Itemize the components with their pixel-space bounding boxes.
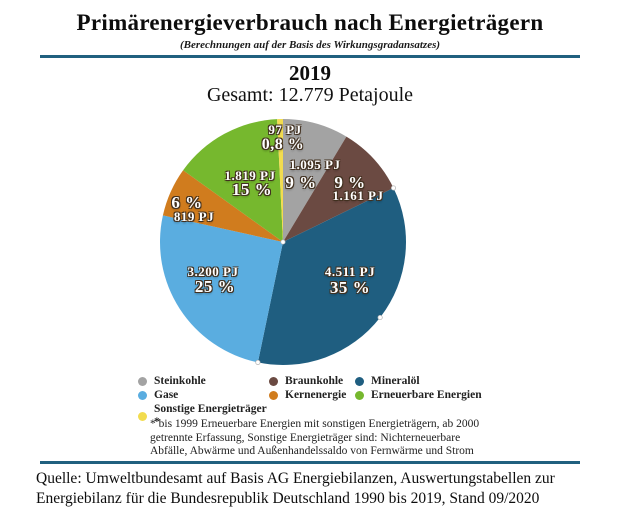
legend-item: Gase bbox=[138, 389, 269, 402]
pie-marker-dot bbox=[255, 359, 261, 365]
footnote-line: Abfälle, Abwärme und Außenhandelssaldo v… bbox=[150, 445, 474, 457]
legend-item: Kernenergie bbox=[269, 389, 355, 402]
legend-item: Erneuerbare Energien bbox=[355, 389, 570, 402]
source-line: Quelle: Umweltbundesamt auf Basis AG Ene… bbox=[36, 470, 555, 487]
pie-slice-kernenergie bbox=[162, 170, 283, 242]
chart-total-label: Gesamt: 12.779 Petajoule bbox=[206, 84, 414, 106]
legend-color-dot-icon bbox=[138, 391, 147, 400]
legend: Steinkohle Braunkohle Mineralöl Gase Kernene… bbox=[138, 375, 570, 429]
pie-marker-dot bbox=[377, 314, 383, 321]
legend-label: Erneuerbare Energien bbox=[371, 389, 482, 401]
legend-item: Sonstige Energieträger * bbox=[138, 403, 269, 429]
legend-color-dot-icon bbox=[269, 391, 278, 400]
bottom-divider bbox=[40, 461, 580, 464]
pie-slice-steinkohle bbox=[283, 119, 347, 242]
legend-label: Steinkohle bbox=[154, 375, 206, 387]
footnote-line: getrennte Erfassung, Sonstige Energieträ… bbox=[150, 431, 461, 444]
source-citation: Quelle: Umweltbundesamt auf Basis AG Ene… bbox=[36, 469, 596, 509]
legend-label: Sonstige Energieträger * bbox=[154, 403, 267, 428]
pie-slice-mineralöl bbox=[257, 187, 406, 365]
pie-marker-dot bbox=[280, 239, 286, 245]
footnote-line: * bis 1999 Erneuerbare Energien mit sons… bbox=[150, 418, 480, 430]
legend-item: Steinkohle bbox=[138, 375, 269, 388]
pie-marker-dot bbox=[390, 185, 397, 191]
source-line: Energiebilanz für die Bundesrepublik Deu… bbox=[36, 490, 540, 507]
legend-color-dot-icon bbox=[269, 377, 278, 386]
pie-slice-sonstige-energieträger bbox=[277, 118, 283, 242]
legend-color-dot-icon bbox=[138, 377, 147, 386]
legend-item: Mineralöl bbox=[355, 375, 570, 388]
legend-color-dot-icon bbox=[138, 411, 147, 421]
page-title: Primärenergieverbrauch nach Energieträge… bbox=[76, 10, 544, 35]
pie-slice-braunkohle bbox=[283, 136, 394, 242]
legend-color-dot-icon bbox=[355, 391, 364, 400]
legend-color-dot-icon bbox=[355, 377, 364, 386]
legend-label: Mineralöl bbox=[371, 375, 420, 387]
legend-item: Braunkohle bbox=[269, 375, 355, 388]
pie-slice-gase bbox=[160, 215, 283, 363]
footnote: * bis 1999 Erneuerbare Energien mit sons… bbox=[150, 418, 490, 459]
page-subtitle: (Berechnungen auf der Basis des Wirkungs… bbox=[179, 39, 441, 51]
legend-label: Gase bbox=[154, 389, 179, 401]
legend-label: Braunkohle bbox=[285, 375, 344, 387]
legend-label: Kernenergie bbox=[285, 389, 347, 401]
chart-year: 2019 bbox=[289, 61, 331, 85]
pie-slice-erneuerbare-energien bbox=[183, 119, 283, 242]
top-divider bbox=[40, 55, 580, 58]
